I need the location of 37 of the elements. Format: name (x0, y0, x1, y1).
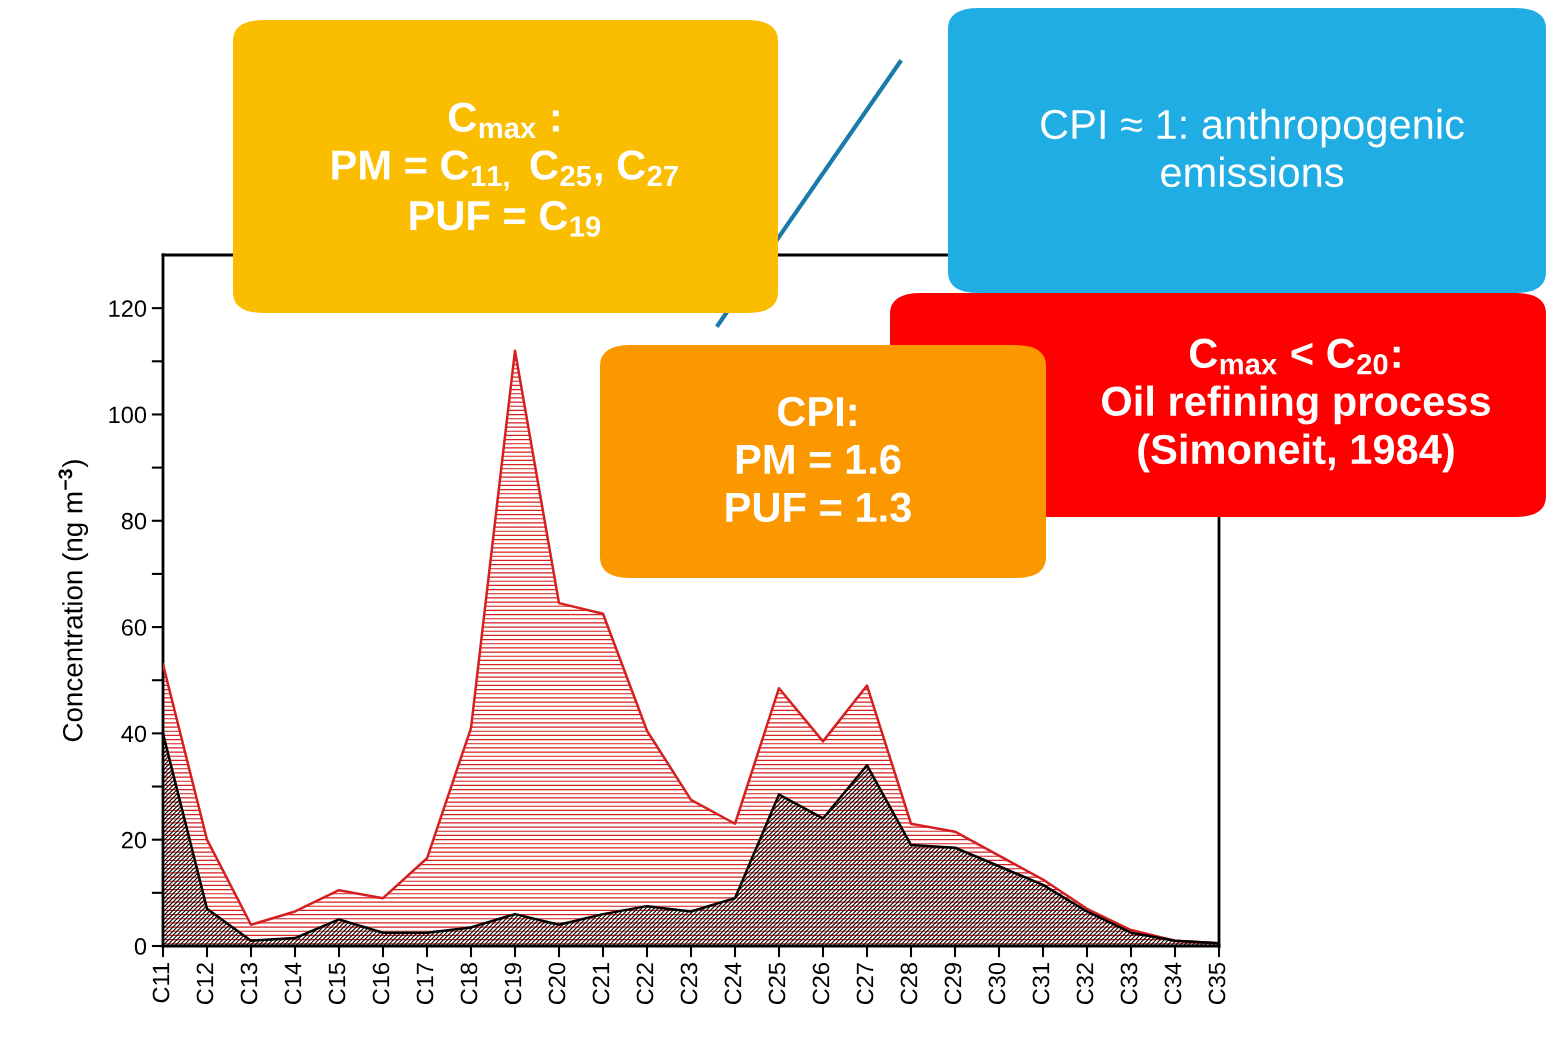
y-tick-label: 80 (121, 512, 147, 530)
y-tick-label: 100 (109, 406, 147, 424)
annotation: CPI: PM = 1.6 PUF = 1.3 (726, 396, 911, 523)
x-tick-label: C25 (768, 962, 786, 1005)
x-tick-label: C18 (460, 963, 478, 1005)
x-tick-label: C24 (724, 962, 742, 1005)
y-tick-label: 120 (109, 300, 147, 317)
x-tick-label: C14 (284, 962, 302, 1005)
x-tick-label: C15 (328, 962, 346, 1005)
x-tick-label: C27 (856, 963, 874, 1005)
text: C$_{max}$ : PM = C$_{11,}$ C$_{25}$, C$_{27}$ PUF = C$_{19}$ (332, 102, 678, 237)
x-tick-label: C28 (900, 963, 918, 1005)
text: CPI ≈ 1: anthropogenic emissions (1041, 108, 1464, 188)
x-tick-label: C17 (416, 963, 434, 1005)
x-tick-label: C33 (1120, 963, 1138, 1005)
x-tick-label: C12 (196, 963, 214, 1005)
x-tick-label: C21 (592, 963, 610, 1005)
x-tick-label: C16 (372, 963, 390, 1005)
x-tick-label: C32 (1076, 963, 1094, 1005)
x-tick-label: C34 (1164, 962, 1182, 1005)
x-tick-label: C35 (1208, 962, 1226, 1005)
y-tick-label: 20 (121, 831, 147, 849)
x-tick-label: C22 (636, 963, 654, 1005)
y-tick-label: 40 (121, 725, 147, 743)
x-tick-label: C23 (680, 963, 698, 1005)
y-tick-label: 60 (121, 619, 147, 636)
x-tick-label: C30 (988, 962, 1006, 1005)
x-tick-label: C31 (1032, 963, 1050, 1005)
x-tick-label: C13 (240, 963, 258, 1005)
x-tick-label: C11 (152, 963, 170, 1003)
y-axis-title: Concentration (ng m$^{−3}$) (58, 460, 89, 742)
annotation: C$_{max}$ < C$_{20}$: Oil refining process (Simoneit, 1984) (1102, 338, 1490, 473)
x-tick-label: C26 (812, 963, 830, 1005)
x-tick-label: C20 (548, 962, 566, 1005)
y-tick-label: 0 (134, 938, 147, 955)
x-tick-label: C19 (504, 963, 522, 1005)
x-tick-label: C29 (944, 963, 962, 1005)
